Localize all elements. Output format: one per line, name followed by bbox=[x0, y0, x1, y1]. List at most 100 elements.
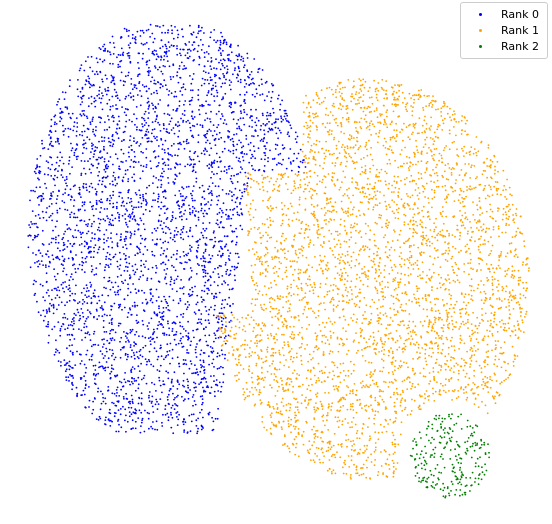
data-point bbox=[83, 326, 85, 329]
data-point bbox=[124, 372, 126, 374]
data-point bbox=[228, 274, 230, 277]
data-point bbox=[41, 229, 44, 232]
data-point bbox=[90, 284, 93, 286]
data-point bbox=[192, 185, 195, 188]
data-point bbox=[204, 272, 207, 275]
data-point bbox=[413, 399, 416, 402]
data-point bbox=[213, 332, 216, 335]
data-point bbox=[486, 343, 489, 346]
data-point bbox=[142, 323, 145, 326]
data-point bbox=[350, 201, 352, 204]
data-point bbox=[345, 108, 348, 110]
data-point bbox=[130, 83, 133, 85]
data-point bbox=[497, 264, 500, 267]
data-point bbox=[482, 189, 485, 192]
data-point bbox=[203, 284, 206, 287]
data-point bbox=[145, 63, 148, 66]
data-point bbox=[152, 192, 155, 195]
data-point bbox=[172, 216, 174, 219]
data-point bbox=[332, 469, 335, 472]
data-point bbox=[103, 313, 106, 316]
data-point bbox=[380, 390, 383, 392]
data-point bbox=[381, 358, 383, 361]
data-point bbox=[102, 326, 105, 329]
data-point bbox=[195, 177, 198, 180]
data-point bbox=[155, 314, 158, 316]
data-point bbox=[451, 319, 453, 322]
data-point bbox=[156, 336, 158, 339]
data-point bbox=[85, 284, 88, 287]
data-point bbox=[116, 392, 118, 394]
data-point bbox=[35, 280, 37, 283]
data-point bbox=[175, 343, 178, 346]
data-point bbox=[397, 298, 399, 301]
data-point bbox=[191, 211, 194, 214]
data-point bbox=[396, 392, 398, 394]
data-point bbox=[100, 198, 103, 201]
data-point bbox=[88, 77, 91, 80]
data-point bbox=[57, 257, 59, 259]
data-point bbox=[150, 298, 153, 300]
data-point bbox=[168, 65, 171, 68]
data-point bbox=[137, 201, 140, 204]
data-point bbox=[79, 208, 82, 211]
data-point bbox=[76, 122, 79, 124]
data-point bbox=[289, 148, 292, 150]
data-point bbox=[244, 396, 247, 399]
data-point bbox=[133, 377, 136, 380]
data-point bbox=[116, 291, 119, 294]
data-point bbox=[104, 266, 107, 268]
data-point bbox=[311, 428, 313, 431]
data-point bbox=[62, 264, 64, 266]
data-point bbox=[229, 252, 232, 255]
data-point bbox=[305, 94, 307, 97]
data-point bbox=[89, 66, 91, 69]
data-point bbox=[69, 216, 72, 219]
data-point bbox=[493, 317, 496, 320]
data-point bbox=[68, 364, 70, 367]
data-point bbox=[145, 200, 148, 203]
data-point bbox=[120, 274, 122, 277]
data-point bbox=[248, 125, 251, 128]
data-point bbox=[141, 335, 144, 338]
data-point bbox=[220, 170, 223, 173]
data-point bbox=[211, 166, 214, 169]
data-point bbox=[159, 83, 162, 85]
data-point bbox=[367, 405, 370, 408]
data-point bbox=[421, 297, 424, 300]
data-point bbox=[192, 413, 195, 416]
data-point bbox=[165, 282, 168, 285]
data-point bbox=[72, 377, 75, 379]
data-point bbox=[150, 80, 152, 83]
data-point bbox=[158, 281, 161, 283]
data-point bbox=[164, 240, 167, 243]
data-point bbox=[229, 60, 232, 62]
data-point bbox=[409, 196, 412, 199]
data-point bbox=[115, 104, 117, 106]
data-point bbox=[383, 104, 385, 107]
data-point bbox=[191, 78, 194, 81]
data-point bbox=[145, 303, 148, 305]
data-point bbox=[104, 419, 107, 421]
data-point bbox=[177, 121, 180, 123]
data-point bbox=[185, 196, 188, 198]
data-point bbox=[68, 159, 71, 162]
data-point bbox=[260, 242, 262, 245]
data-point bbox=[145, 130, 148, 133]
data-point bbox=[182, 227, 185, 230]
data-point bbox=[182, 187, 185, 190]
data-point bbox=[193, 311, 196, 314]
data-point bbox=[470, 267, 472, 270]
data-point bbox=[237, 80, 240, 83]
data-point bbox=[156, 92, 159, 95]
data-point bbox=[202, 275, 205, 278]
data-point bbox=[83, 160, 86, 163]
data-point bbox=[162, 383, 165, 386]
data-point bbox=[112, 163, 114, 166]
data-point bbox=[489, 252, 492, 255]
data-point bbox=[62, 162, 65, 165]
data-point bbox=[513, 218, 515, 220]
data-point bbox=[301, 383, 304, 386]
data-point bbox=[196, 432, 199, 435]
data-point bbox=[156, 428, 159, 431]
